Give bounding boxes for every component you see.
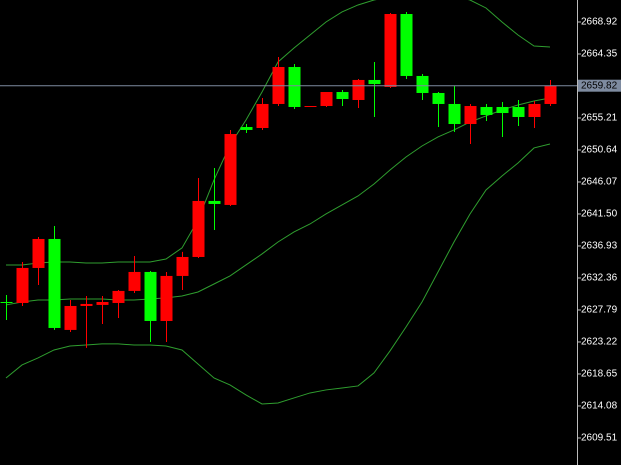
candle-body [48,238,61,328]
candle-body [368,79,381,85]
y-tick-label: 2664.35 [581,49,618,60]
candle-body [352,79,365,100]
candle-body [528,103,541,118]
y-tick-label: 2623.22 [581,337,618,348]
price-axis: 2668.92 2664.35 2655.21 2650.64 2646.07 2641.… [577,0,621,465]
candle-body [16,267,29,303]
candle-body [224,134,237,205]
plot-area [0,0,577,405]
current-price-label: 2659.82 [581,80,618,91]
y-tick-label: 2627.79 [581,305,618,316]
candle-body [432,92,445,104]
candle-body [240,127,253,130]
candle-body [176,256,189,276]
y-tick-label: 2668.92 [581,17,618,28]
current-price-box [578,79,621,92]
candle-body [464,106,477,125]
candle-body [208,200,221,204]
candle-body [448,103,461,125]
candle-body [80,303,93,306]
candle-body [112,290,125,303]
candle-body [400,14,413,76]
candle-body [160,275,173,321]
y-tick-label: 2646.07 [581,177,618,188]
y-tick-label: 2614.08 [581,401,618,412]
candle-body [256,103,269,128]
candle-body [192,200,205,257]
y-tick-label: 2636.93 [581,241,618,252]
y-tick-label: 2650.64 [581,145,618,156]
band-line [5,97,551,306]
candle-body [480,106,493,115]
candle-body [496,106,509,114]
candle-body [32,238,45,268]
candle-body [320,92,333,107]
band-line [5,143,551,405]
y-tick-label: 2655.21 [581,113,618,124]
candle-body [544,85,557,104]
candle-body [128,271,141,291]
y-tick-label: 2618.65 [581,369,618,380]
candle-body [304,106,317,108]
candle-body [416,75,429,93]
y-tick-label: 2641.50 [581,209,618,220]
candle-body [96,301,109,305]
band-line [6,0,551,266]
candle-body [0,301,13,303]
y-tick-label: 2632.36 [581,273,618,284]
candle-body [384,14,397,87]
candle-body [144,271,157,321]
candle-body [336,92,349,100]
candle-body [64,305,77,330]
y-tick-label: 2609.51 [581,433,618,444]
candle-body [288,67,301,107]
candle-body [512,106,525,118]
